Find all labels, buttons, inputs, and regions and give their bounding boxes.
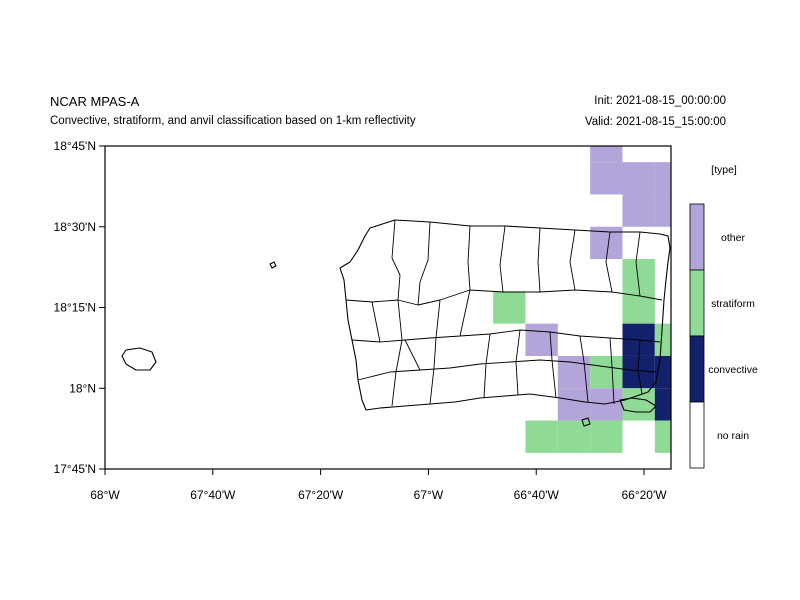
latitude-axis: 18°45'N 18°30'N 18°15'N 18°N 17°45'N: [54, 139, 105, 476]
lon-tick-label: 67°20'W: [298, 488, 344, 502]
lat-tick-label: 18°30'N: [54, 220, 96, 234]
plot-subtitle: Convective, stratiform, and anvil classi…: [50, 115, 416, 127]
legend-label: convective: [708, 364, 758, 376]
plot-title: NCAR MPAS-A: [50, 94, 140, 109]
grid-cell: [622, 388, 655, 421]
grid-cell: [557, 388, 591, 421]
lat-tick-label: 18°N: [69, 381, 96, 395]
mona-island: [121, 347, 157, 371]
legend: [type] other stratiform convective no rain: [689, 164, 758, 469]
grid-cell: [654, 420, 671, 453]
legend-swatch: [689, 269, 705, 337]
legend-label: no rain: [717, 430, 749, 442]
grid-cell: [590, 146, 623, 163]
grid-cell: [590, 388, 623, 421]
init-time-label: Init: 2021-08-15_00:00:00: [594, 95, 726, 107]
grid-cell: [525, 323, 558, 356]
grid-cell: [525, 420, 558, 453]
desecheo-island: [269, 261, 277, 269]
legend-swatch: [689, 401, 705, 469]
legend-swatch: [689, 203, 705, 271]
legend-label: other: [721, 232, 745, 244]
lon-tick-label: 66°40'W: [514, 488, 560, 502]
grid-cell: [622, 162, 655, 195]
lat-tick-label: 18°45'N: [54, 139, 96, 153]
grid-cell: [590, 162, 623, 195]
lon-tick-label: 67°W: [414, 488, 444, 502]
puerto-rico-boundaries: [121, 219, 671, 427]
legend-swatch: [689, 335, 705, 403]
grid-cell: [590, 420, 623, 453]
caja-de-muertos-island: [581, 417, 591, 427]
valid-time-label: Valid: 2021-08-15_15:00:00: [584, 116, 726, 128]
legend-label: stratiform: [711, 298, 755, 310]
grid-cell: [654, 323, 671, 356]
longitude-axis: 68°W 67°40'W 67°20'W 67°W 66°40'W 66°20'W: [90, 469, 667, 502]
grid-cell: [654, 194, 671, 227]
grid-cell: [654, 388, 671, 421]
legend-title: [type]: [711, 164, 737, 176]
lat-tick-label: 18°15'N: [54, 301, 96, 315]
grid-cell: [622, 291, 655, 324]
grid-cell: [590, 355, 623, 389]
lon-tick-label: 66°20'W: [621, 488, 667, 502]
vieques-island: [619, 397, 657, 413]
municipal-boundaries: [345, 219, 663, 407]
lon-tick-label: 68°W: [90, 488, 120, 502]
grid-cell: [493, 291, 526, 324]
lat-tick-label: 17°45'N: [54, 462, 96, 476]
lon-tick-label: 67°40'W: [190, 488, 236, 502]
grid-cell: [622, 194, 655, 227]
grid-cell: [654, 162, 671, 195]
classification-grid: [493, 146, 671, 453]
